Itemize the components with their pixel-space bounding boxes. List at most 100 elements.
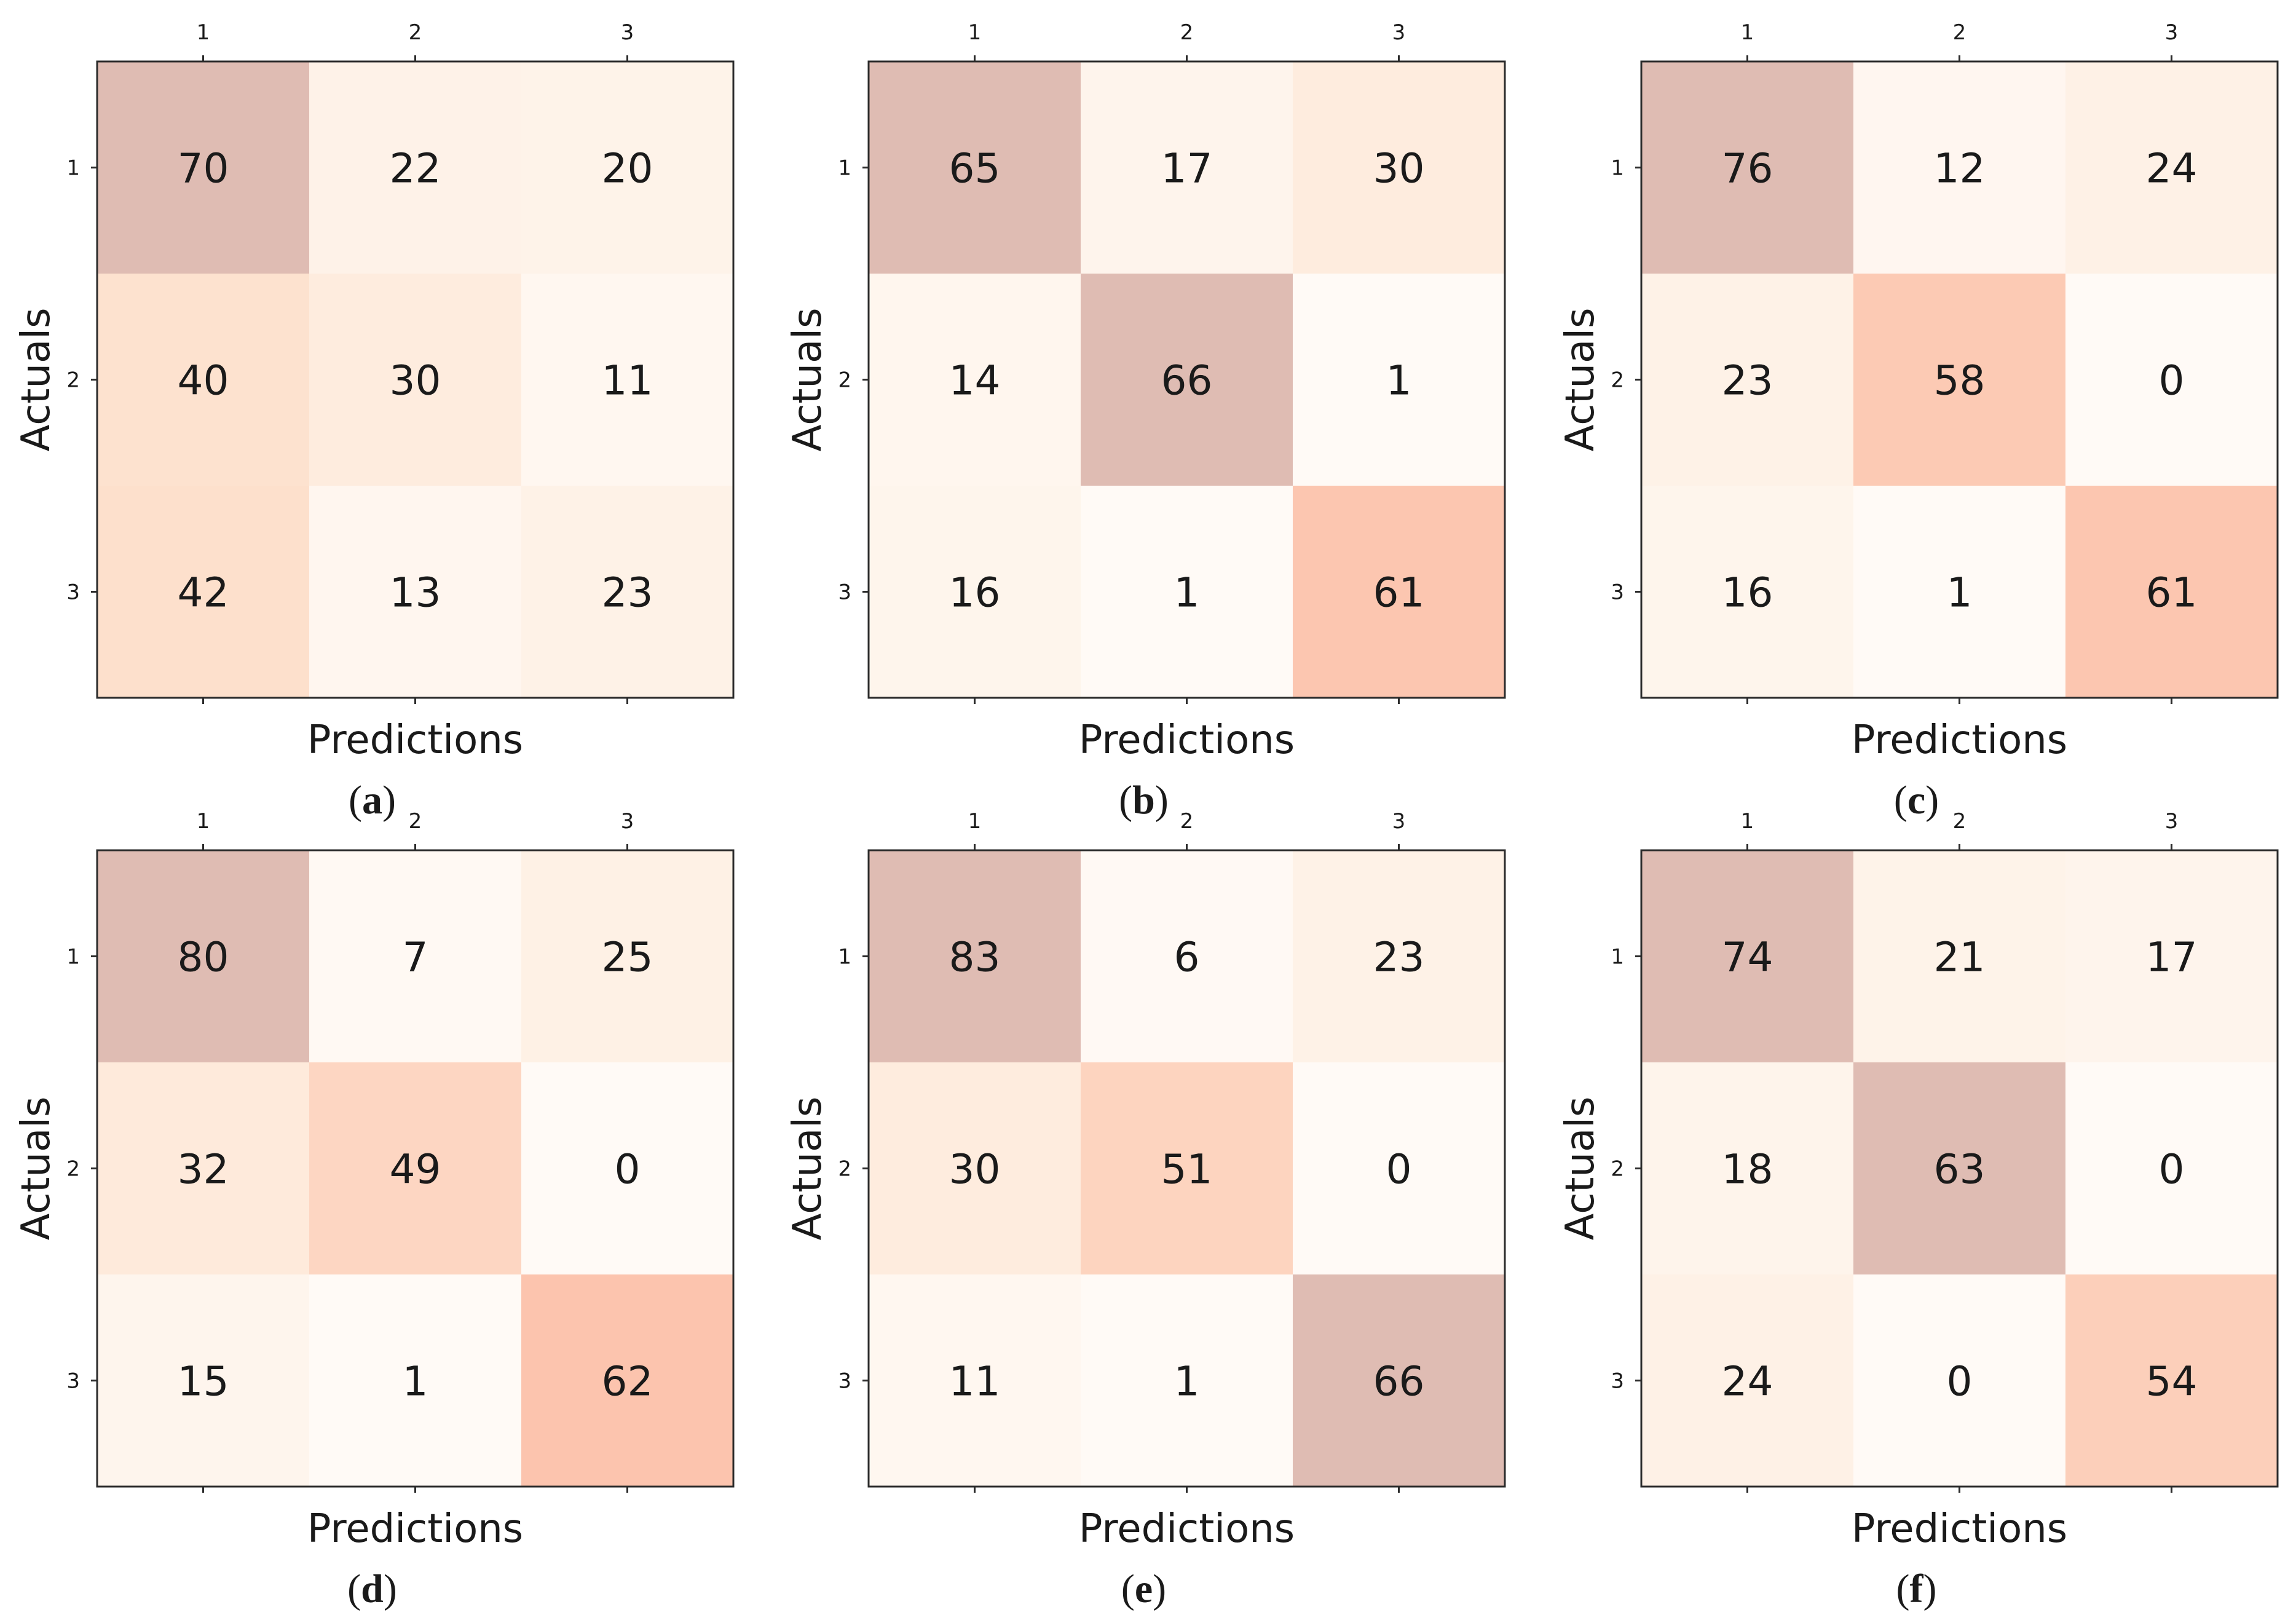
heatmap-cell xyxy=(521,61,733,274)
cell-value-label: 61 xyxy=(1373,569,1425,617)
x-tick-label: 1 xyxy=(1741,809,1754,834)
cell-value-label: 15 xyxy=(178,1358,229,1405)
y-tick-label: 1 xyxy=(66,945,80,970)
x-tick-label: 3 xyxy=(2165,20,2179,45)
x-tick-label: 3 xyxy=(1392,809,1406,834)
y-tick-label: 2 xyxy=(838,368,851,393)
x-tick-label: 3 xyxy=(621,20,634,45)
cell-value-label: 30 xyxy=(390,357,441,405)
heatmap-cell xyxy=(97,274,309,486)
panel-label: (b) xyxy=(1119,778,1169,823)
y-tick-label: 3 xyxy=(1611,580,1624,605)
x-tick-label: 3 xyxy=(621,809,634,834)
heatmap-cell xyxy=(1853,274,2065,486)
cell-value-label: 13 xyxy=(390,569,441,617)
heatmap-cell xyxy=(97,61,309,274)
cell-value-label: 11 xyxy=(949,1358,1001,1405)
y-tick-label: 2 xyxy=(1611,1157,1624,1182)
cell-value-label: 74 xyxy=(1722,934,1773,981)
cell-value-label: 58 xyxy=(1934,357,1986,405)
y-axis-label: Actuals xyxy=(14,1097,59,1241)
cell-value-label: 17 xyxy=(2146,934,2198,981)
x-tick-label: 1 xyxy=(968,809,982,834)
heatmap-cell xyxy=(521,274,733,486)
y-tick-label: 2 xyxy=(838,1157,851,1182)
cell-value-label: 63 xyxy=(1934,1146,1986,1193)
cell-value-label: 66 xyxy=(1161,357,1213,405)
cell-value-label: 21 xyxy=(1934,934,1986,981)
cell-value-label: 17 xyxy=(1161,145,1213,192)
y-tick-label: 3 xyxy=(838,1369,851,1394)
heatmap-cell xyxy=(869,486,1081,698)
heatmap-cell xyxy=(1081,1274,1293,1487)
cell-value-label: 24 xyxy=(2146,145,2198,192)
heatmap-cell xyxy=(97,1062,309,1274)
cell-value-label: 23 xyxy=(1722,357,1773,405)
cell-value-label: 0 xyxy=(2159,357,2185,405)
heatmap-cell xyxy=(521,850,733,1062)
cell-value-label: 1 xyxy=(1174,1358,1200,1405)
panel-label: (c) xyxy=(1894,778,1939,823)
heatmap-cell xyxy=(1293,274,1505,486)
x-axis-label: Predictions xyxy=(1852,1506,2067,1552)
x-tick-label: 2 xyxy=(1953,809,1967,834)
x-axis-label: Predictions xyxy=(1079,717,1295,763)
confusion-matrix-panel-b: 65 17 30 14 66 1 16 1 61 1 2 3 1 2 3 Predictions Actuals… xyxy=(785,20,1506,823)
heatmap-cell xyxy=(309,486,521,698)
cell-value-label: 80 xyxy=(178,934,229,981)
heatmap-cell xyxy=(2065,850,2278,1062)
heatmap-cell xyxy=(1641,486,1853,698)
cell-value-label: 51 xyxy=(1161,1146,1213,1193)
y-tick-label: 2 xyxy=(66,368,80,393)
heatmap-cell xyxy=(2065,486,2278,698)
cell-value-label: 14 xyxy=(949,357,1001,405)
heatmap-cell xyxy=(1081,1062,1293,1274)
x-tick-label: 2 xyxy=(409,809,422,834)
cell-value-label: 40 xyxy=(178,357,229,405)
cell-value-label: 70 xyxy=(178,145,229,192)
heatmap-cell xyxy=(521,486,733,698)
cell-value-label: 30 xyxy=(1373,145,1425,192)
cell-value-label: 22 xyxy=(390,145,441,192)
heatmap-cell xyxy=(1641,274,1853,486)
heatmap-cell xyxy=(1081,61,1293,274)
x-tick-label: 2 xyxy=(409,20,422,45)
cell-value-label: 16 xyxy=(1722,569,1773,617)
cell-value-label: 6 xyxy=(1174,934,1200,981)
y-tick-label: 3 xyxy=(66,580,80,605)
heatmap-cell xyxy=(1853,486,2065,698)
confusion-matrix-panel-f: 74 21 17 18 63 0 24 0 54 1 2 3 1 2 3 Predictions Actuals… xyxy=(1558,809,2279,1611)
cell-value-label: 66 xyxy=(1373,1358,1425,1405)
y-axis-label: Actuals xyxy=(1558,308,1603,452)
cell-value-label: 0 xyxy=(1947,1358,1973,1405)
cell-value-label: 61 xyxy=(2146,569,2198,617)
heatmap-cell xyxy=(869,61,1081,274)
cell-value-label: 16 xyxy=(949,569,1001,617)
cell-value-label: 23 xyxy=(1373,934,1425,981)
y-axis-label: Actuals xyxy=(14,308,59,452)
heatmap-cell xyxy=(309,1062,521,1274)
x-tick-label: 2 xyxy=(1180,20,1194,45)
cell-value-label: 1 xyxy=(403,1358,428,1405)
cell-value-label: 65 xyxy=(949,145,1001,192)
heatmap-cell xyxy=(1641,850,1853,1062)
heatmap-cell xyxy=(1293,61,1505,274)
heatmap-cell xyxy=(309,61,521,274)
heatmap-cell xyxy=(869,1274,1081,1487)
heatmap-cell xyxy=(97,850,309,1062)
cell-value-label: 24 xyxy=(1722,1358,1773,1405)
heatmap-cell xyxy=(309,1274,521,1487)
cell-value-label: 25 xyxy=(602,934,653,981)
heatmap-cell xyxy=(869,274,1081,486)
cell-value-label: 23 xyxy=(602,569,653,617)
heatmap-cell xyxy=(97,486,309,698)
cell-value-label: 1 xyxy=(1386,357,1412,405)
cell-value-label: 0 xyxy=(1386,1146,1412,1193)
heatmap-cell xyxy=(309,274,521,486)
y-axis-label: Actuals xyxy=(785,1097,830,1241)
cell-value-label: 0 xyxy=(2159,1146,2185,1193)
heatmap-cell xyxy=(1081,486,1293,698)
